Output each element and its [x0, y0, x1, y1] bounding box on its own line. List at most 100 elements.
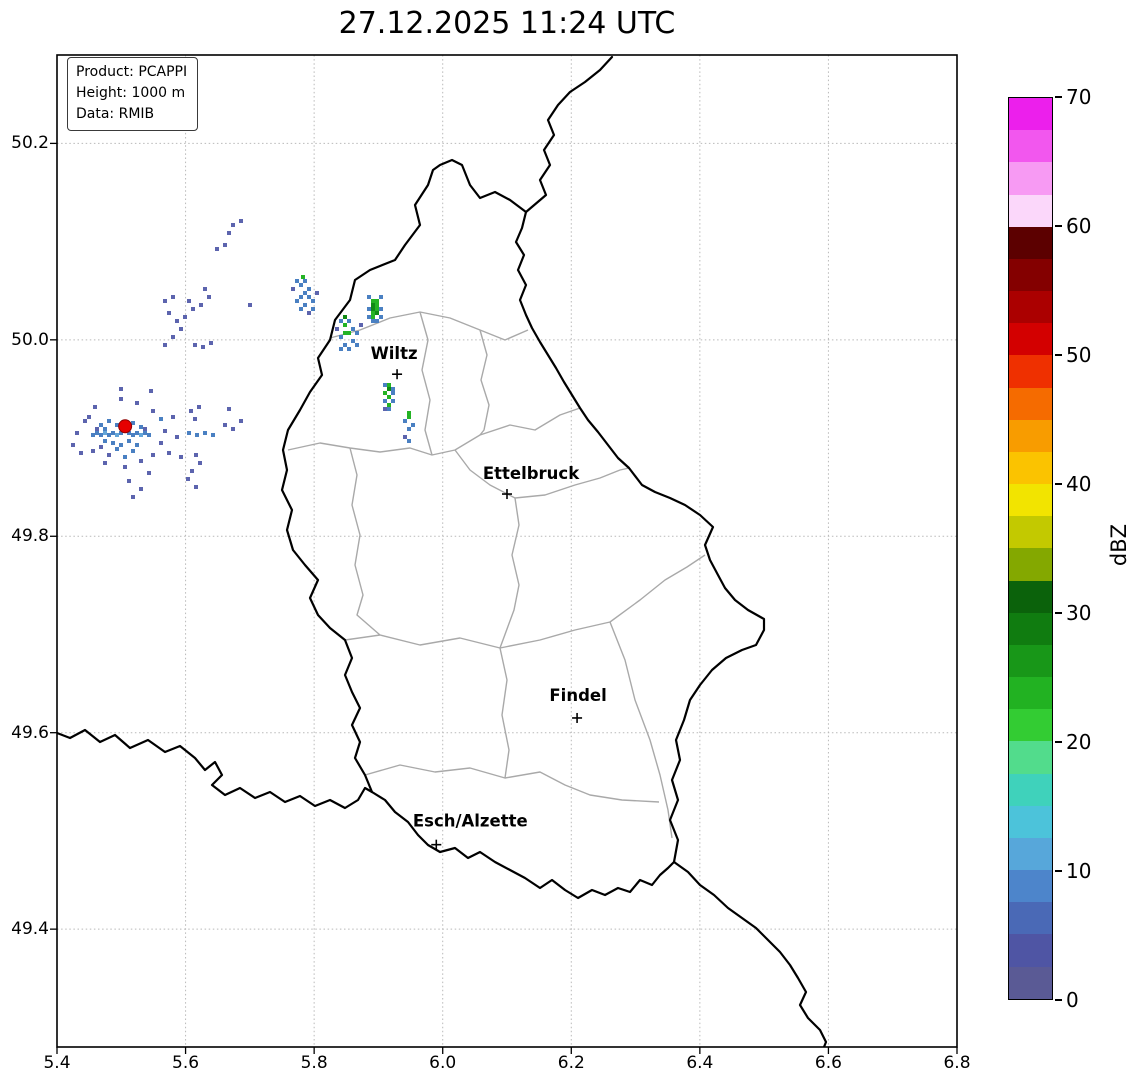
district-border	[344, 554, 706, 649]
radar-echo-cell	[115, 433, 119, 437]
radar-echo-cell	[87, 415, 91, 419]
radar-echo-cell	[186, 477, 190, 481]
radar-echo-cell	[351, 327, 355, 331]
radar-echo-cell	[171, 335, 175, 339]
colorbar-segment	[1009, 580, 1052, 613]
radar-echo-cell	[75, 431, 79, 435]
radar-echo-cell	[167, 311, 171, 315]
radar-echo-cell	[403, 435, 407, 439]
y-tick-label: 50.0	[11, 329, 49, 350]
radar-echo-cell	[103, 461, 107, 465]
colorbar-tick-mark	[1054, 612, 1062, 614]
radar-echo-cell	[91, 433, 95, 437]
colorbar-segment	[1009, 548, 1052, 581]
radar-echo-cell	[159, 441, 163, 445]
radar-echo-cell	[223, 243, 227, 247]
colorbar-segment	[1009, 741, 1052, 774]
radar-echo-cell	[99, 445, 103, 449]
info-data-source: Data: RMIB	[76, 106, 155, 122]
plot-title: 27.12.2025 11:24 UTC	[338, 6, 676, 41]
y-tick-label: 49.6	[11, 722, 49, 743]
radar-echo-cell	[239, 219, 243, 223]
radar-echo-cell	[359, 323, 363, 327]
radar-echo-cell	[248, 303, 252, 307]
radar-echo-cell	[375, 303, 379, 307]
colorbar-tick-label: 20	[1066, 730, 1092, 754]
colorbar	[1008, 97, 1053, 1000]
country-border	[672, 860, 828, 1047]
radar-site-dot	[118, 419, 133, 434]
radar-echo-cell	[403, 419, 407, 423]
radar-echo-cell	[193, 417, 197, 421]
district-border	[499, 647, 510, 779]
colorbar-segment	[1009, 484, 1052, 517]
radar-echo-cell	[295, 299, 299, 303]
y-tick-label: 49.4	[11, 919, 49, 940]
radar-echo-cell	[93, 405, 97, 409]
radar-echo-cell	[371, 299, 375, 303]
district-border	[329, 311, 529, 341]
radar-echo-cell	[201, 345, 205, 349]
radar-echo-cell	[347, 347, 351, 351]
radar-echo-cell	[127, 479, 131, 483]
radar-echo-cell	[375, 307, 379, 311]
radar-echo-cell	[171, 295, 175, 299]
x-tick-label: 5.4	[43, 1053, 71, 1073]
radar-echo-cell	[175, 319, 179, 323]
radar-echo-cell	[111, 441, 115, 445]
radar-echo-cell	[123, 465, 127, 469]
radar-echo-cell	[355, 343, 359, 347]
radar-echo-cell	[239, 419, 243, 423]
radar-echo-cell	[119, 397, 123, 401]
radar-echo-cell	[335, 327, 339, 331]
colorbar-segment	[1009, 612, 1052, 645]
radar-echo-cell	[95, 431, 99, 435]
colorbar-tick-mark	[1054, 225, 1062, 227]
radar-echo-cell	[119, 387, 123, 391]
radar-echo-cell	[91, 449, 95, 453]
radar-echo-cell	[147, 433, 151, 437]
radar-echo-cell	[215, 247, 219, 251]
colorbar-tick-mark	[1054, 870, 1062, 872]
district-border	[349, 447, 381, 636]
radar-echo-cell	[179, 455, 183, 459]
country-border	[57, 728, 374, 810]
radar-echo-cell	[135, 443, 139, 447]
colorbar-segment	[1009, 805, 1052, 838]
radar-echo-cell	[407, 439, 411, 443]
radar-echo-cell	[311, 307, 315, 311]
colorbar-segment	[1009, 387, 1052, 420]
district-border	[364, 764, 660, 803]
colorbar-segment	[1009, 837, 1052, 871]
colorbar-segment	[1009, 98, 1052, 131]
radar-echo-cell	[315, 291, 319, 295]
radar-echo-cell	[115, 423, 119, 427]
radar-echo-cell	[139, 433, 143, 437]
colorbar-segment	[1009, 162, 1052, 195]
radar-echo-cell	[387, 395, 391, 399]
colorbar-tick-label: 0	[1066, 988, 1079, 1012]
radar-echo-cell	[367, 315, 371, 319]
radar-echo-cell	[119, 443, 123, 447]
radar-map-plot: Wiltz Ettelbruck Findel Esch/Alzette	[50, 54, 958, 1054]
radar-echo-cell	[371, 315, 375, 319]
colorbar-tick-mark	[1054, 999, 1062, 1001]
radar-echo-cell	[189, 409, 193, 413]
radar-echo-cell	[131, 421, 135, 425]
radar-echo-cell	[343, 323, 347, 327]
radar-echo-cell	[375, 311, 379, 315]
radar-echo-cell	[231, 427, 235, 431]
radar-echo-cell	[371, 303, 375, 307]
info-height: Height: 1000 m	[76, 85, 186, 101]
radar-echo-cell	[371, 311, 375, 315]
city-label-ettelbruck: Ettelbruck	[483, 464, 580, 483]
city-findel: Findel	[549, 686, 607, 723]
radar-echo-cell	[131, 433, 135, 437]
radar-echo-cell	[139, 487, 143, 491]
radar-echo-cell	[203, 431, 207, 435]
colorbar-segment	[1009, 323, 1052, 356]
district-border	[609, 621, 673, 839]
radar-echo-cell	[347, 319, 351, 323]
radar-echo-cell	[111, 431, 115, 435]
radar-echo-cell	[194, 485, 198, 489]
